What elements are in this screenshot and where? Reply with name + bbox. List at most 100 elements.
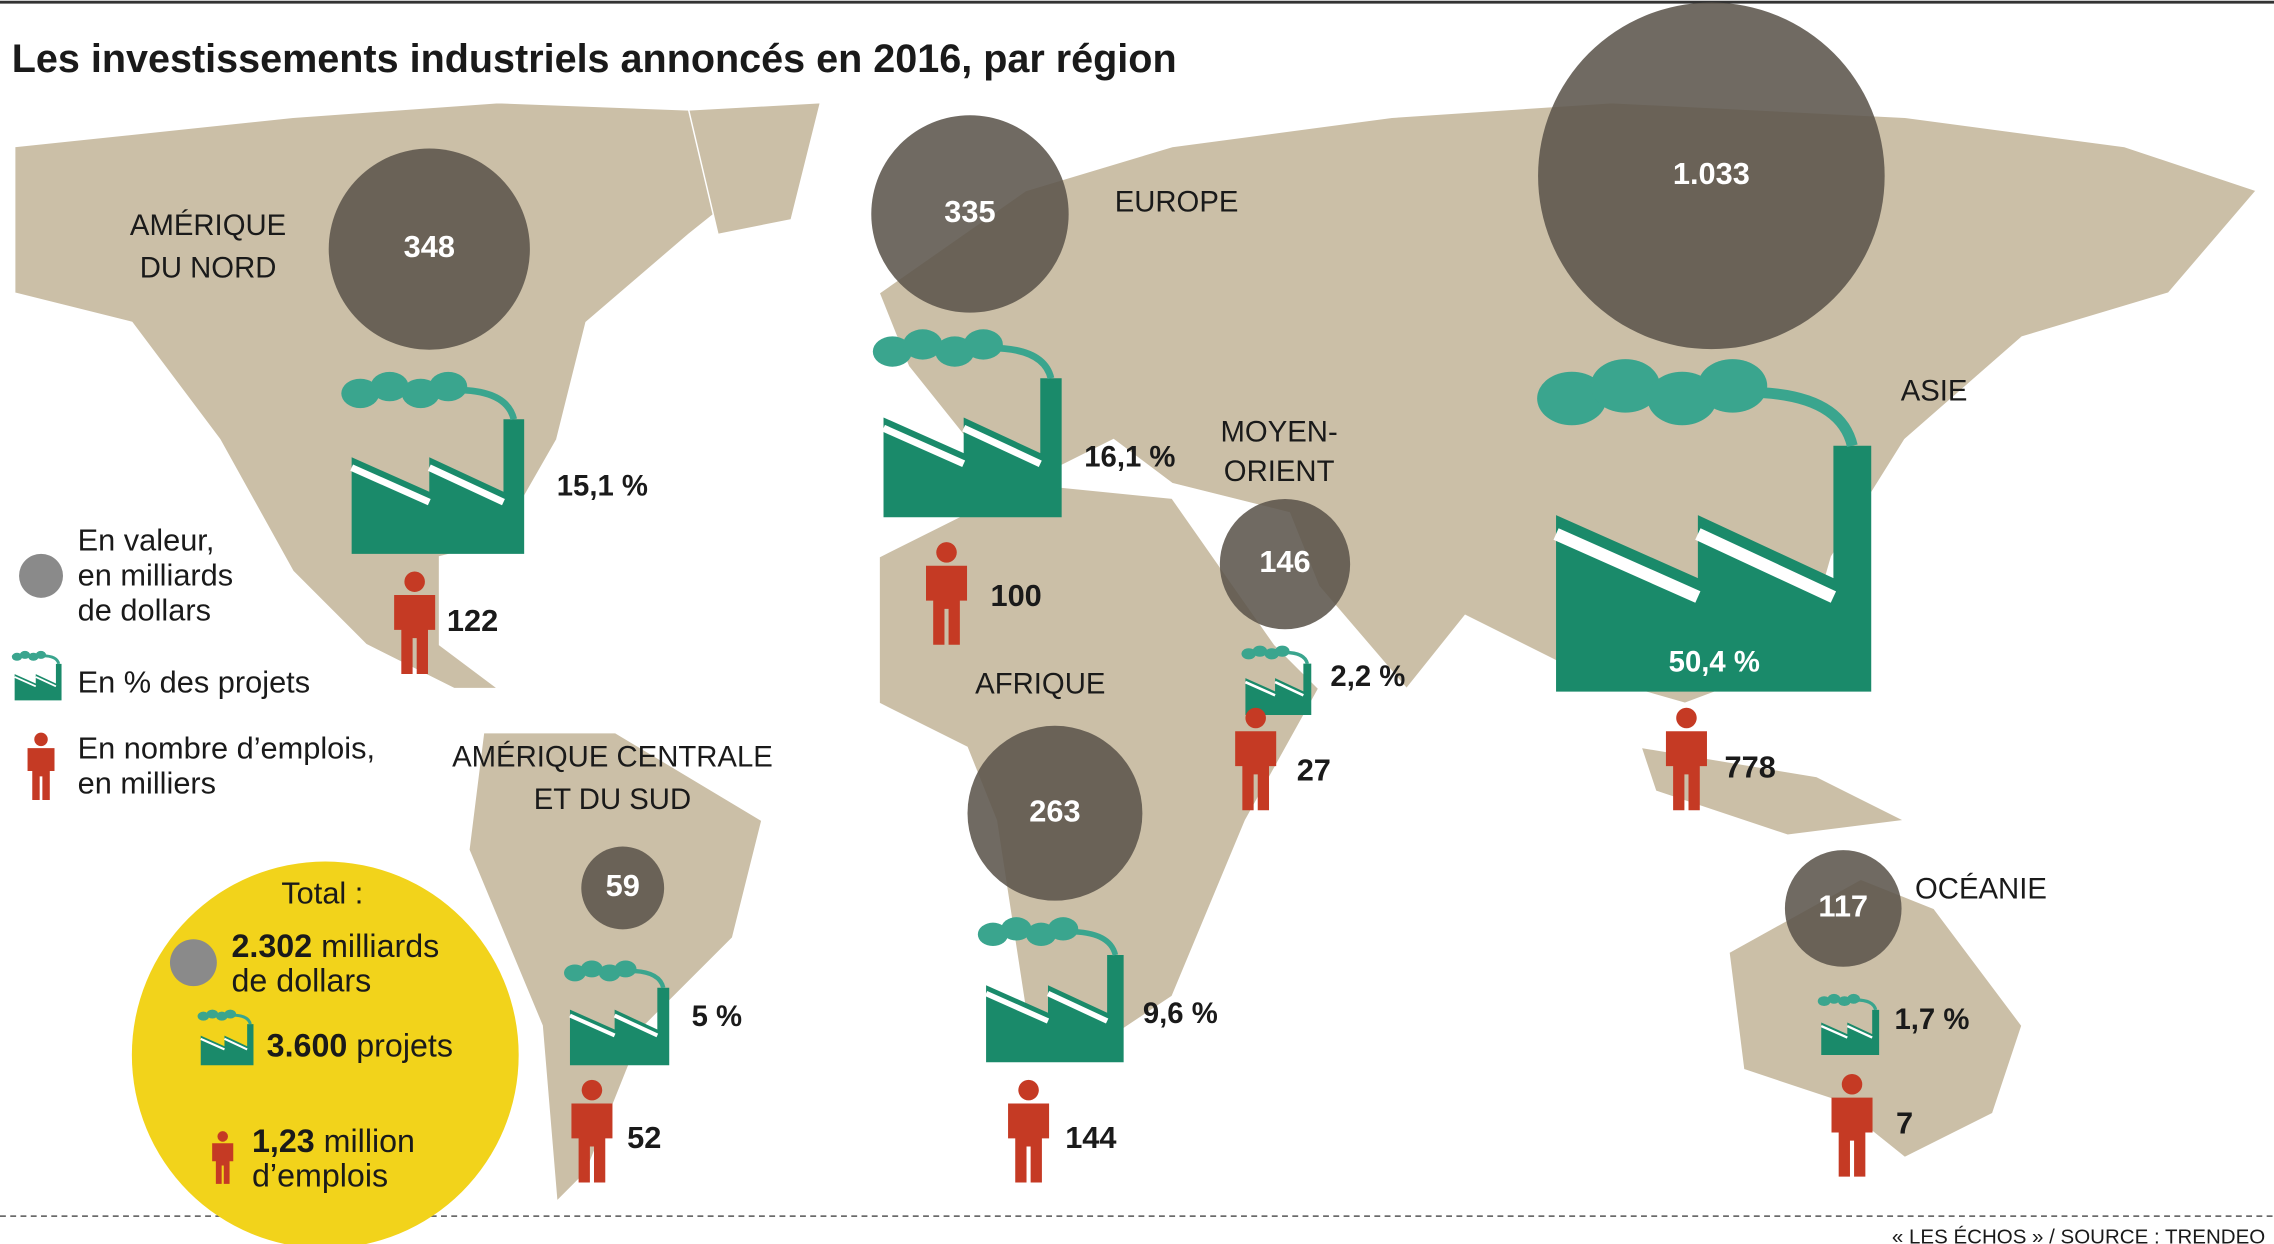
factory-icon — [1537, 359, 1872, 692]
factory — [986, 955, 1124, 1063]
smoke-puff — [872, 336, 913, 367]
smoke-puff — [1847, 993, 1861, 1004]
factory-stripe — [1244, 680, 1304, 697]
value-circle — [1784, 850, 1902, 967]
source: « LES ÉCHOS » / SOURCE : TRENDEO — [1892, 1226, 2265, 1244]
total-line: 3.600 projets — [267, 1027, 453, 1063]
smoke-puff — [1275, 645, 1290, 657]
factory-icon — [11, 650, 62, 701]
factory-icon — [872, 329, 1062, 518]
person-head — [936, 542, 957, 563]
region-name: DU NORD — [140, 251, 277, 284]
person-icon — [1008, 1079, 1050, 1183]
smoke-puff — [1241, 648, 1256, 660]
total-line: de dollars — [232, 963, 372, 999]
legend-text: en milliards — [78, 557, 234, 592]
title: Les investissements industriels annoncés… — [12, 37, 1177, 81]
smoke-puff — [1697, 359, 1768, 413]
factory-icon — [564, 960, 670, 1066]
total-line: 1,23 million — [252, 1122, 415, 1158]
smoke-puff — [564, 964, 586, 982]
person-body — [27, 748, 55, 801]
jobs-label: 778 — [1725, 749, 1776, 784]
factory — [14, 663, 62, 701]
smoke-puff — [429, 371, 468, 402]
person-icon — [1665, 707, 1707, 811]
factory-icon — [197, 1009, 254, 1066]
factory — [200, 1024, 254, 1066]
person-body — [212, 1143, 234, 1184]
value-label: 263 — [1029, 793, 1080, 828]
smoke-puff — [580, 960, 603, 978]
factory-stripe — [1553, 528, 1837, 603]
smoke-puff — [35, 650, 47, 659]
person-body — [926, 565, 968, 645]
projects-label: 5 % — [692, 1000, 742, 1033]
person-head — [34, 732, 48, 747]
total-title: Total : — [281, 875, 363, 910]
person-head — [1018, 1079, 1039, 1101]
smoke-puff — [206, 1009, 219, 1019]
person-head — [581, 1079, 603, 1101]
smoke-puff — [903, 329, 943, 360]
projects-label: 50,4 % — [1669, 645, 1760, 678]
value-label: 335 — [944, 194, 995, 229]
legend-text: En % des projets — [78, 664, 310, 699]
total-text: million — [324, 1122, 415, 1158]
jobs-label: 122 — [447, 603, 498, 638]
value-circle — [1219, 498, 1351, 630]
smoke-puff — [197, 1011, 210, 1021]
legend-text: de dollars — [78, 593, 211, 628]
jobs-label: 52 — [627, 1120, 661, 1155]
region-name: MOYEN- — [1221, 415, 1338, 448]
legend-circle — [19, 553, 64, 598]
projects-label: 1,7 % — [1895, 1003, 1970, 1036]
person-body — [1235, 731, 1277, 811]
region-name: ORIENT — [1224, 455, 1335, 488]
factory — [351, 419, 525, 554]
value-label: 1.033 — [1673, 156, 1750, 191]
value-circle — [328, 148, 530, 350]
person-icon — [1831, 1074, 1873, 1177]
smoke-puff — [1537, 371, 1607, 426]
smoke-puff — [963, 329, 1003, 360]
projects-label: 9,6 % — [1143, 997, 1218, 1030]
projects-label: 15,1 % — [557, 470, 648, 503]
factory-icon — [1241, 645, 1312, 716]
smoke-puff — [370, 371, 409, 402]
total-line: 2.302 milliards — [232, 928, 440, 964]
region-name: AMÉRIQUE CENTRALE — [452, 741, 773, 774]
value-circle — [967, 725, 1143, 901]
factory-stripe — [200, 1037, 248, 1051]
value-circle — [581, 846, 665, 930]
person-body — [394, 595, 436, 675]
value-label: 117 — [1818, 889, 1868, 924]
projects-label: 16,1 % — [1084, 440, 1175, 473]
factory — [1245, 663, 1312, 716]
factory — [1556, 445, 1872, 692]
value-circle — [871, 115, 1069, 313]
smoke-puff — [1001, 917, 1032, 941]
factory-stripe — [984, 991, 1109, 1024]
factory-icon — [1817, 993, 1880, 1055]
legend-text: en milliers — [78, 765, 216, 800]
total-number: 3.600 — [267, 1027, 348, 1063]
person-icon — [212, 1131, 234, 1184]
person-body — [1008, 1103, 1050, 1183]
smoke-puff — [614, 960, 637, 978]
smoke-puff — [1817, 996, 1831, 1007]
total-value-icon — [169, 939, 217, 987]
person-head — [404, 571, 425, 592]
factory-stripe — [350, 464, 505, 506]
factory-icon — [977, 917, 1124, 1063]
person-icon — [394, 571, 436, 675]
total-text: projets — [356, 1027, 453, 1063]
person-head — [1245, 707, 1266, 729]
smoke-puff — [1252, 645, 1268, 657]
region-name: ASIE — [1901, 374, 1968, 407]
factory-stripe — [1820, 1024, 1873, 1039]
person-body — [571, 1103, 613, 1183]
value-label: 146 — [1259, 544, 1310, 579]
person-head — [1676, 707, 1697, 729]
